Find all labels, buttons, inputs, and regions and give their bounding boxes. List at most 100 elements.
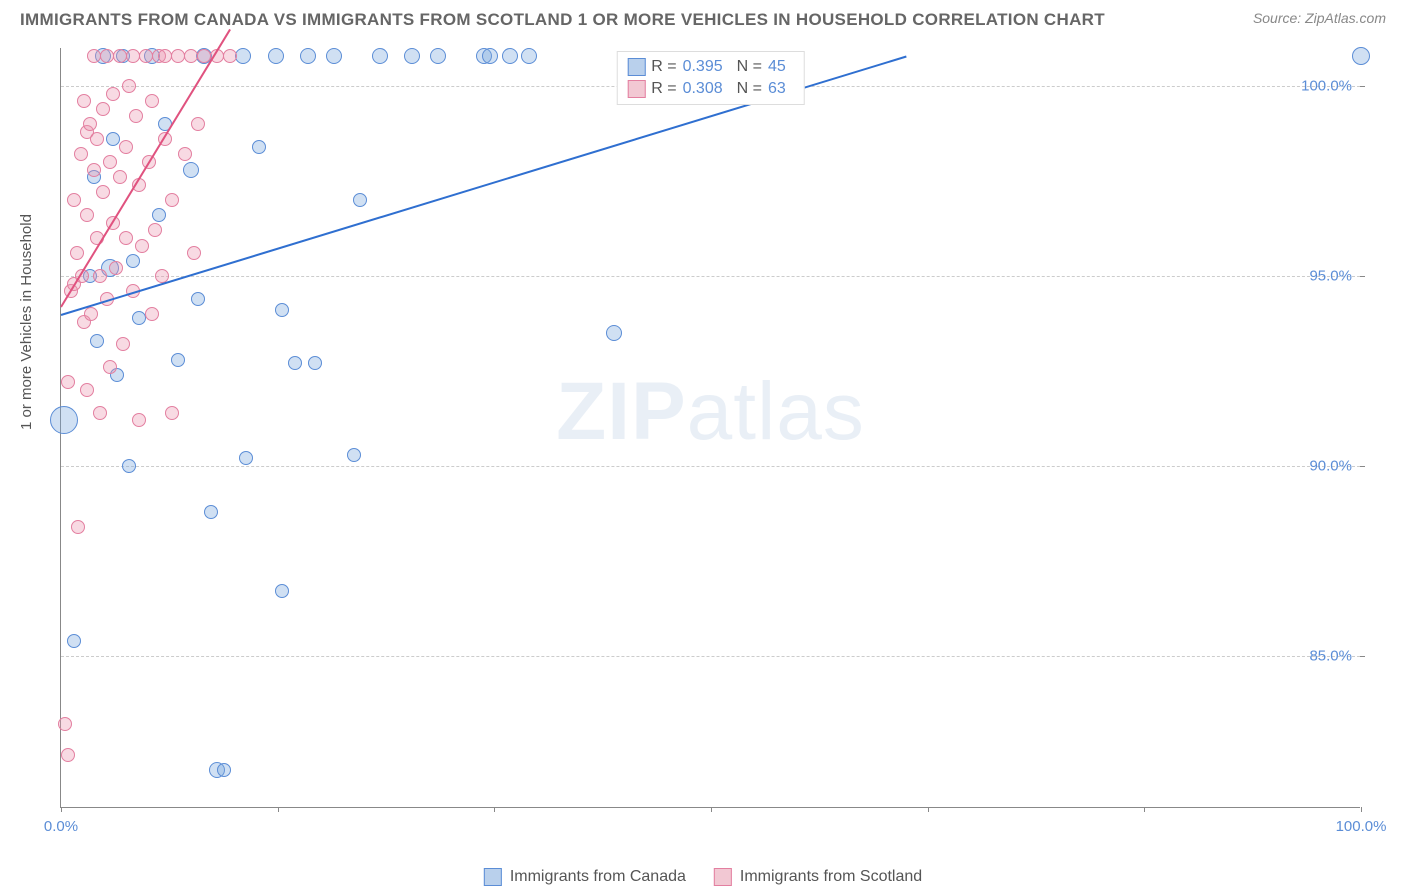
data-point-canada	[152, 208, 166, 222]
data-point-scotland	[67, 193, 81, 207]
data-point-scotland	[132, 413, 146, 427]
data-point-canada	[502, 48, 518, 64]
data-point-canada	[191, 292, 205, 306]
y-tick-label: 95.0%	[1309, 268, 1352, 285]
x-tick-label: 100.0%	[1336, 818, 1387, 835]
data-point-scotland	[87, 163, 101, 177]
y-axis-title: 1 or more Vehicles in Household	[18, 214, 35, 430]
data-point-scotland	[93, 406, 107, 420]
n-value: 45	[768, 58, 786, 76]
data-point-scotland	[106, 87, 120, 101]
legend-swatch	[714, 868, 732, 886]
data-point-canada	[132, 311, 146, 325]
data-point-canada	[235, 48, 251, 64]
legend-swatch	[627, 58, 645, 76]
watermark-zip: ZIP	[556, 366, 687, 457]
data-point-scotland	[113, 49, 127, 63]
data-point-canada	[1352, 47, 1370, 65]
watermark: ZIPatlas	[556, 365, 865, 459]
data-point-scotland	[171, 49, 185, 63]
data-point-canada	[347, 448, 361, 462]
data-point-canada	[288, 356, 302, 370]
data-point-scotland	[126, 49, 140, 63]
r-label: R =	[651, 58, 676, 76]
data-point-canada	[308, 356, 322, 370]
stats-legend-row: R = 0.308 N = 63	[627, 78, 794, 100]
data-point-scotland	[187, 246, 201, 260]
data-point-scotland	[223, 49, 237, 63]
data-point-canada	[482, 48, 498, 64]
legend-label: Immigrants from Scotland	[740, 868, 922, 886]
n-label: N =	[737, 80, 762, 98]
gridline-h	[61, 276, 1360, 277]
source-attribution: Source: ZipAtlas.com	[1253, 10, 1386, 26]
gridline-h	[61, 466, 1360, 467]
data-point-scotland	[96, 102, 110, 116]
y-tick-label: 100.0%	[1301, 78, 1352, 95]
y-tick-label: 85.0%	[1309, 648, 1352, 665]
series-legend: Immigrants from Canada Immigrants from Sc…	[484, 868, 922, 886]
data-point-scotland	[109, 261, 123, 275]
data-point-scotland	[135, 239, 149, 253]
data-point-scotland	[158, 49, 172, 63]
legend-swatch	[484, 868, 502, 886]
data-point-scotland	[165, 406, 179, 420]
data-point-canada	[252, 140, 266, 154]
data-point-scotland	[96, 185, 110, 199]
data-point-scotland	[119, 140, 133, 154]
data-point-scotland	[77, 94, 91, 108]
data-point-scotland	[74, 147, 88, 161]
data-point-scotland	[103, 155, 117, 169]
data-point-scotland	[148, 223, 162, 237]
data-point-scotland	[87, 49, 101, 63]
data-point-scotland	[80, 383, 94, 397]
data-point-scotland	[84, 307, 98, 321]
data-point-scotland	[71, 520, 85, 534]
chart-plot-area: ZIPatlas 85.0%90.0%95.0%100.0%0.0%100.0%…	[60, 48, 1360, 808]
data-point-scotland	[90, 132, 104, 146]
data-point-scotland	[139, 49, 153, 63]
r-value: 0.308	[683, 80, 723, 98]
data-point-scotland	[100, 49, 114, 63]
data-point-canada	[353, 193, 367, 207]
data-point-canada	[275, 584, 289, 598]
data-point-canada	[430, 48, 446, 64]
chart-header: IMMIGRANTS FROM CANADA VS IMMIGRANTS FRO…	[0, 0, 1406, 36]
data-point-canada	[404, 48, 420, 64]
n-value: 63	[768, 80, 786, 98]
data-point-canada	[122, 459, 136, 473]
data-point-canada	[275, 303, 289, 317]
legend-item: Immigrants from Canada	[484, 868, 686, 886]
data-point-canada	[606, 325, 622, 341]
data-point-scotland	[122, 79, 136, 93]
data-point-scotland	[116, 337, 130, 351]
data-point-scotland	[129, 109, 143, 123]
data-point-scotland	[119, 231, 133, 245]
legend-label: Immigrants from Canada	[510, 868, 686, 886]
data-point-canada	[50, 406, 78, 434]
data-point-scotland	[191, 117, 205, 131]
chart-title: IMMIGRANTS FROM CANADA VS IMMIGRANTS FRO…	[20, 10, 1105, 30]
r-value: 0.395	[683, 58, 723, 76]
data-point-canada	[171, 353, 185, 367]
legend-swatch	[627, 80, 645, 98]
data-point-canada	[521, 48, 537, 64]
watermark-atlas: atlas	[687, 366, 865, 457]
data-point-scotland	[178, 147, 192, 161]
data-point-canada	[217, 763, 231, 777]
data-point-canada	[204, 505, 218, 519]
y-tick-label: 90.0%	[1309, 458, 1352, 475]
data-point-scotland	[58, 717, 72, 731]
data-point-canada	[106, 132, 120, 146]
data-point-scotland	[93, 269, 107, 283]
r-label: R =	[651, 80, 676, 98]
data-point-scotland	[113, 170, 127, 184]
data-point-canada	[372, 48, 388, 64]
data-point-canada	[300, 48, 316, 64]
x-tick-label: 0.0%	[44, 818, 78, 835]
n-label: N =	[737, 58, 762, 76]
data-point-scotland	[61, 748, 75, 762]
data-point-scotland	[145, 307, 159, 321]
data-point-canada	[239, 451, 253, 465]
data-point-scotland	[145, 94, 159, 108]
